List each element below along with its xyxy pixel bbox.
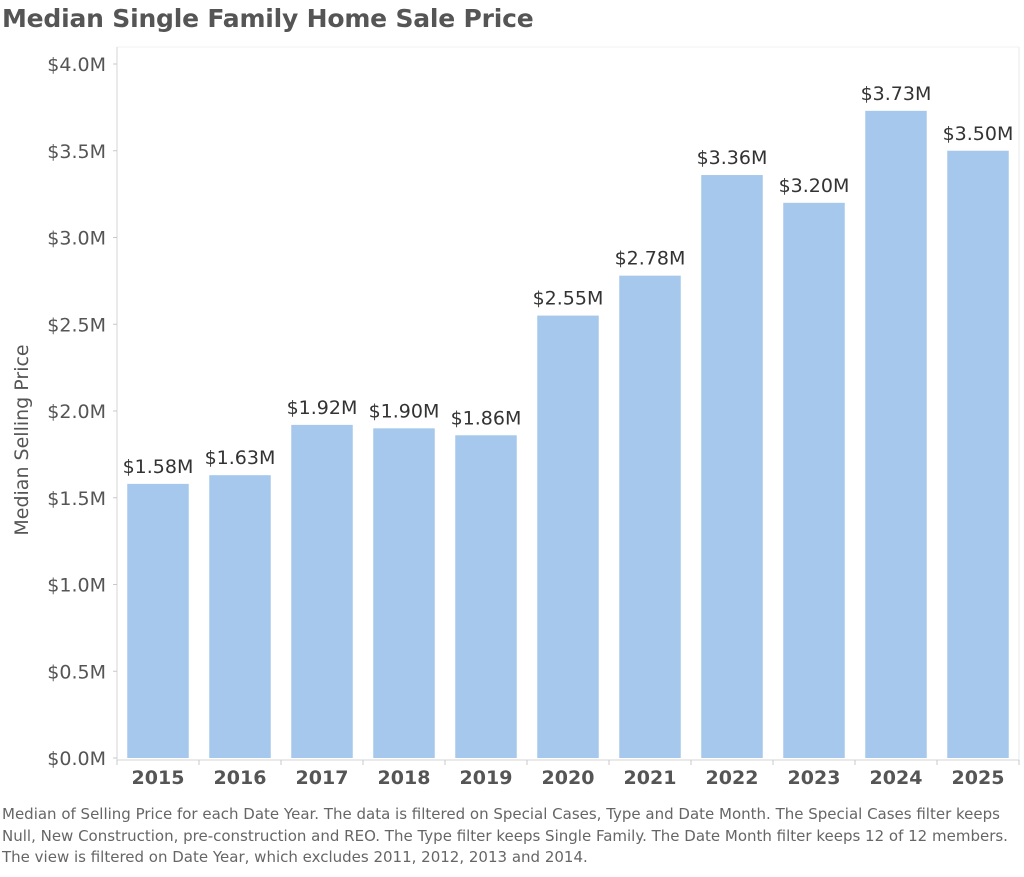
bar-data-label: $1.90M [369, 400, 440, 422]
bar [619, 275, 681, 758]
bar [865, 110, 927, 759]
x-tick-label: 2015 [132, 767, 185, 789]
y-tick-label: $1.5M [47, 488, 106, 510]
bar-data-label: $2.78M [615, 248, 686, 270]
y-tick-label: $4.0M [47, 54, 106, 76]
bar-data-label: $3.20M [779, 175, 850, 197]
bar-data-label: $1.63M [205, 447, 276, 469]
x-tick-label: 2022 [706, 767, 759, 789]
bar-data-label: $3.50M [943, 123, 1014, 145]
bar [783, 202, 845, 759]
bar [127, 483, 189, 758]
bar-chart: $0.0M $0.5M $1.0M $1.5M $2.0M $2.5M $3.0M $3.5M… [11, 46, 1020, 789]
bar [291, 424, 353, 758]
bar [373, 428, 435, 758]
x-tick-label: 2019 [460, 767, 513, 789]
x-tick-label: 2021 [624, 767, 677, 789]
x-tick-label: 2016 [214, 767, 267, 789]
y-tick-label: $3.0M [47, 228, 106, 250]
x-tick-label: 2023 [788, 767, 841, 789]
y-tick-label: $2.0M [47, 401, 106, 423]
x-tick-label: 2020 [542, 767, 595, 789]
y-axis: $0.0M $0.5M $1.0M $1.5M $2.0M $2.5M $3.0M $3.5M… [47, 47, 118, 770]
bar [537, 315, 599, 758]
y-tick-label: $3.5M [47, 141, 106, 163]
bar-data-label: $3.73M [861, 83, 932, 105]
bar-data-label: $3.36M [697, 147, 768, 169]
bar [209, 475, 271, 758]
bars [127, 110, 1009, 759]
x-tick-label: 2024 [870, 767, 923, 789]
y-tick-label: $0.5M [47, 661, 106, 683]
chart-caption: Median of Selling Price for each Date Ye… [2, 805, 1008, 866]
y-tick-label: $0.0M [47, 748, 106, 770]
bar [947, 150, 1009, 758]
bar-data-labels: $1.58M $1.63M $1.92M $1.90M $1.86M $2.55M $2.7… [123, 83, 1014, 478]
plot-frame [117, 46, 1020, 760]
bar-data-label: $1.86M [451, 407, 522, 429]
bar [701, 175, 763, 759]
x-axis: 2015 2016 2017 2018 2019 2020 2021 2022 2023 2024… [116, 759, 1020, 789]
y-tick-label: $1.0M [47, 575, 106, 597]
bar-data-label: $2.55M [533, 288, 604, 310]
y-tick-label: $2.5M [47, 314, 106, 336]
bar-data-label: $1.58M [123, 456, 194, 478]
x-tick-label: 2017 [296, 767, 349, 789]
bar-data-label: $1.92M [287, 397, 358, 419]
chart-title: Median Single Family Home Sale Price [2, 4, 534, 33]
bar [455, 435, 517, 758]
x-tick-label: 2018 [378, 767, 431, 789]
x-tick-label: 2025 [952, 767, 1005, 789]
y-axis-title: Median Selling Price [11, 344, 33, 535]
